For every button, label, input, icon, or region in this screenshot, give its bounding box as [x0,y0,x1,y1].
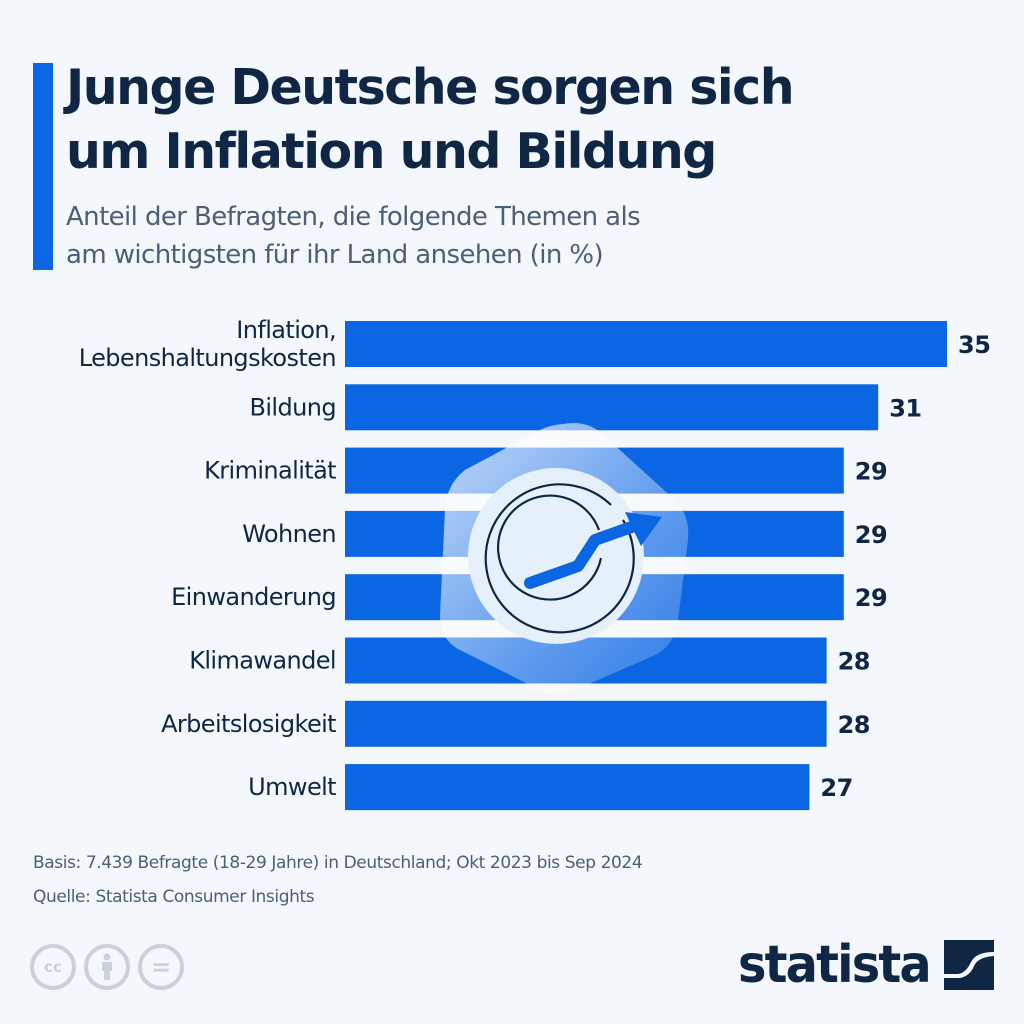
category-label: Umwelt [248,773,336,801]
bar-1 [345,384,879,431]
bar-7 [345,764,810,811]
basis-note: Basis: 7.439 Befragte (18-29 Jahre) in D… [33,853,643,873]
category-label: Kriminalität [204,457,336,485]
statista-wordmark: statista [738,935,932,995]
value-label: 35 [958,331,990,359]
value-label: 29 [855,521,887,549]
statista-logo-mark-icon [944,940,995,990]
value-label: 28 [838,711,870,739]
category-label: Inflation, [236,316,336,344]
growth-chart-arrow-icon [440,423,689,694]
cc-icon[interactable]: cc [30,944,76,990]
chart-subtitle: Anteil der Befragten, die folgende Theme… [66,202,641,270]
category-label: Klimawandel [189,647,336,675]
bar-0 [345,321,947,367]
value-label: 28 [838,648,870,676]
title-accent-bar [33,63,53,270]
outer-ring [484,483,635,634]
person-icon [102,953,112,980]
value-label: 29 [855,584,887,612]
bar-6 [345,700,827,747]
source-note: Quelle: Statista Consumer Insights [33,887,315,907]
value-label: 31 [889,394,921,422]
category-label: Lebenshaltungskosten [79,344,336,372]
no-derivatives-icon[interactable]: = [138,944,184,990]
trend-line [524,518,646,589]
chart-title: Junge Deutsche sorgen sich um Inflation … [66,59,795,180]
statista-logo[interactable]: statista [738,935,995,995]
inner-ring [497,494,603,601]
category-label: Bildung [250,393,337,421]
license-icons: cc = [30,944,184,990]
category-label: Arbeitslosigkeit [161,710,336,738]
value-label: 29 [855,458,887,486]
category-label: Einwanderung [171,583,336,611]
illustration-disc [468,468,644,644]
category-label: Wohnen [242,520,336,548]
trend-arrowhead [625,512,662,546]
value-label: 27 [820,774,852,802]
attribution-icon[interactable] [84,944,130,990]
